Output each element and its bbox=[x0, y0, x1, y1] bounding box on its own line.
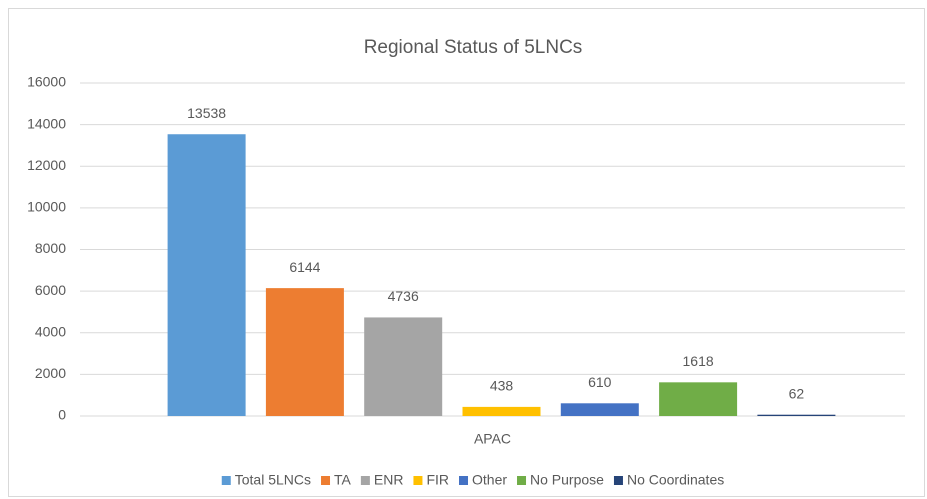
legend-marker bbox=[517, 476, 527, 485]
bar bbox=[167, 134, 246, 417]
bar bbox=[265, 288, 344, 416]
legend-marker bbox=[221, 476, 231, 485]
legend-marker bbox=[360, 476, 370, 485]
bar bbox=[757, 414, 836, 416]
chart-border bbox=[8, 8, 925, 497]
data-label: 62 bbox=[789, 385, 805, 401]
legend-label: FIR bbox=[426, 472, 449, 488]
data-label: 13538 bbox=[187, 105, 226, 121]
legend-marker bbox=[613, 476, 623, 485]
y-tick-label: 16000 bbox=[27, 74, 66, 90]
data-label: 1618 bbox=[683, 353, 714, 369]
legend-label: No Coordinates bbox=[627, 472, 724, 488]
y-tick-label: 12000 bbox=[27, 157, 66, 173]
chart-title: Regional Status of 5LNCs bbox=[364, 37, 583, 58]
x-tick-label: APAC bbox=[474, 431, 511, 447]
y-tick-label: 4000 bbox=[35, 323, 66, 339]
y-tick-label: 6000 bbox=[35, 282, 66, 298]
y-tick-label: 8000 bbox=[35, 240, 66, 256]
bar bbox=[659, 382, 738, 416]
legend-marker bbox=[321, 476, 331, 485]
bar bbox=[560, 403, 639, 416]
legend-label: No Purpose bbox=[530, 472, 604, 488]
y-tick-label: 10000 bbox=[27, 199, 66, 215]
data-label: 610 bbox=[588, 374, 612, 390]
data-label: 438 bbox=[490, 378, 514, 394]
legend-label: Other bbox=[472, 472, 507, 488]
bar bbox=[462, 406, 541, 416]
data-label: 4736 bbox=[388, 288, 419, 304]
legend-label: Total 5LNCs bbox=[235, 472, 311, 488]
legend-marker bbox=[459, 476, 469, 485]
legend-label: ENR bbox=[374, 472, 404, 488]
y-tick-label: 0 bbox=[58, 407, 66, 423]
bar bbox=[364, 317, 443, 416]
data-label: 6144 bbox=[289, 259, 320, 275]
legend-label: TA bbox=[334, 472, 352, 488]
legend-marker bbox=[413, 476, 423, 485]
y-tick-label: 14000 bbox=[27, 115, 66, 131]
y-tick-label: 2000 bbox=[35, 365, 66, 381]
